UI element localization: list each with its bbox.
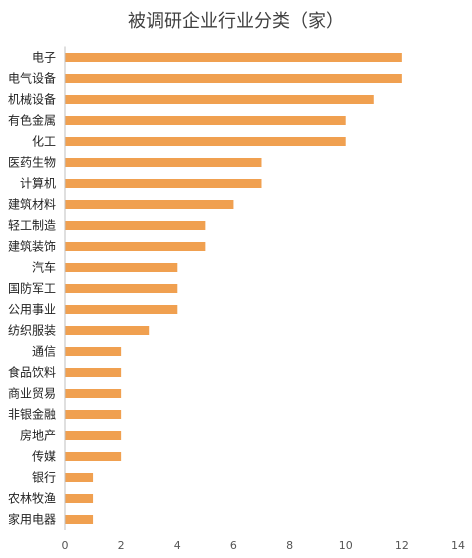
category-label-5: 医药生物 bbox=[8, 156, 56, 170]
chart-title: 被调研企业行业分类（家） bbox=[128, 11, 344, 32]
bar-0 bbox=[65, 53, 402, 62]
category-label-14: 通信 bbox=[32, 345, 56, 359]
bar-15 bbox=[65, 368, 122, 377]
bar-19 bbox=[65, 452, 122, 461]
bars-group bbox=[65, 53, 402, 524]
bar-10 bbox=[65, 263, 178, 272]
category-label-19: 传媒 bbox=[32, 449, 56, 464]
category-label-8: 轻工制造 bbox=[8, 219, 56, 233]
category-label-10: 汽车 bbox=[32, 260, 56, 275]
bar-3 bbox=[65, 116, 346, 125]
bar-17 bbox=[65, 410, 122, 419]
x-tick-label-7: 14 bbox=[451, 539, 465, 552]
category-label-11: 国防军工 bbox=[8, 281, 56, 296]
category-label-9: 建筑装饰 bbox=[8, 239, 56, 254]
category-label-7: 建筑材料 bbox=[8, 197, 56, 212]
category-label-0: 电子 bbox=[32, 51, 56, 65]
bar-4 bbox=[65, 137, 346, 146]
x-tick-label-0: 0 bbox=[62, 539, 69, 552]
x-tick-label-4: 8 bbox=[286, 539, 293, 552]
category-labels: 电子电气设备机械设备有色金属化工医药生物计算机建筑材料轻工制造建筑装饰汽车国防军… bbox=[8, 51, 56, 527]
category-label-15: 食品饮料 bbox=[8, 365, 56, 380]
x-tick-label-2: 4 bbox=[174, 539, 181, 552]
bar-13 bbox=[65, 326, 150, 335]
category-label-4: 化工 bbox=[32, 135, 56, 149]
bar-11 bbox=[65, 284, 178, 293]
bar-6 bbox=[65, 179, 262, 188]
bar-1 bbox=[65, 74, 402, 83]
x-tick-labels: 0 2 4 6 8 10 12 14 bbox=[62, 539, 466, 552]
category-label-12: 公用事业 bbox=[8, 303, 56, 317]
bar-22 bbox=[65, 515, 94, 524]
category-label-22: 家用电器 bbox=[8, 512, 56, 527]
category-label-2: 机械设备 bbox=[8, 92, 56, 107]
bar-8 bbox=[65, 221, 206, 230]
category-label-6: 计算机 bbox=[20, 176, 56, 191]
bar-14 bbox=[65, 347, 122, 356]
bar-5 bbox=[65, 158, 262, 167]
category-label-17: 非银金融 bbox=[8, 407, 56, 422]
bar-18 bbox=[65, 431, 122, 440]
bar-21 bbox=[65, 494, 94, 503]
x-tick-label-3: 6 bbox=[230, 539, 237, 552]
category-label-13: 纺织服装 bbox=[8, 324, 56, 338]
category-label-21: 农林牧渔 bbox=[8, 492, 56, 506]
x-tick-label-5: 10 bbox=[339, 539, 353, 552]
x-tick-label-6: 12 bbox=[395, 539, 409, 552]
bar-2 bbox=[65, 95, 374, 104]
category-label-18: 房地产 bbox=[20, 428, 56, 443]
bar-7 bbox=[65, 200, 234, 209]
category-label-20: 银行 bbox=[32, 471, 56, 485]
bar-9 bbox=[65, 242, 206, 251]
x-tick-label-1: 2 bbox=[118, 539, 125, 552]
category-label-1: 电气设备 bbox=[8, 71, 56, 86]
bar-20 bbox=[65, 473, 94, 482]
bar-16 bbox=[65, 389, 122, 398]
category-label-16: 商业贸易 bbox=[8, 386, 56, 401]
category-label-3: 有色金属 bbox=[8, 113, 56, 128]
bar-12 bbox=[65, 305, 178, 314]
